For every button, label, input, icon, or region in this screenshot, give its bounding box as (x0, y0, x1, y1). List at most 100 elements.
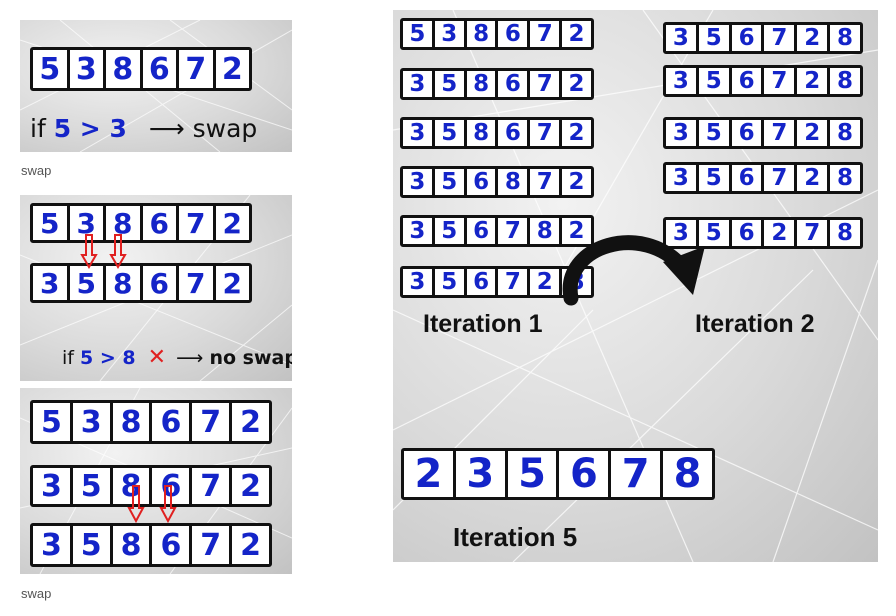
array-cell: 3 (431, 21, 464, 47)
array-cell: 5 (431, 71, 464, 97)
array-cell: 6 (149, 468, 189, 504)
array-cell: 3 (69, 403, 110, 441)
array-cell: 6 (139, 50, 177, 88)
array-cell: 7 (189, 526, 229, 564)
array-cell: 6 (463, 169, 496, 195)
array-cell: 5 (695, 68, 729, 94)
array-cell: 7 (761, 68, 794, 94)
array-cell: 6 (463, 269, 496, 295)
array-cell: 8 (827, 68, 860, 94)
array-cell: 3 (40, 266, 60, 300)
array-cell: 2 (414, 451, 443, 497)
array-cell: 2 (559, 71, 591, 97)
array-cell: 8 (463, 21, 496, 47)
array-cell: 8 (463, 71, 496, 97)
array-cell: 3 (409, 269, 426, 295)
array-cell: 6 (139, 266, 177, 300)
array-cell: 5 (695, 120, 729, 146)
caption-swap-2: swap (21, 586, 52, 601)
array-cell: 5 (431, 169, 464, 195)
array-cell: 5 (695, 25, 729, 51)
array-cell: 7 (761, 25, 794, 51)
array-cell: 8 (827, 25, 860, 51)
comparison-expression: 5 > 8 (80, 347, 136, 369)
cross-icon: ✕ (147, 345, 167, 370)
array-cell: 7 (527, 21, 559, 47)
array-cell: 6 (149, 403, 189, 441)
array-cell: 6 (728, 220, 762, 246)
iteration-1-label: Iteration 1 (423, 310, 543, 338)
array-cell: 2 (212, 50, 250, 88)
array-cell: 6 (728, 120, 762, 146)
iteration-5-label: Iteration 5 (453, 522, 578, 552)
array-cell: 6 (495, 21, 527, 47)
array-cell: 2 (229, 468, 269, 504)
array-cell: 6 (495, 120, 527, 146)
array-cell: 2 (761, 220, 794, 246)
array-cell: 7 (495, 269, 527, 295)
array-cell: 7 (794, 220, 827, 246)
array-cell: 7 (189, 403, 229, 441)
array-cell: 3 (672, 220, 689, 246)
array-cell: 5 (431, 269, 464, 295)
array-cell: 5 (40, 206, 60, 240)
array-cell: 6 (728, 25, 762, 51)
array-cell: 7 (189, 468, 229, 504)
array-cell: 6 (728, 165, 762, 191)
right-arrow-icon: ⟶ (176, 347, 204, 369)
array-cell: 2 (212, 206, 250, 240)
array-cell: 8 (109, 526, 150, 564)
array-cell: 8 (660, 451, 712, 497)
swap-result: swap (192, 114, 258, 143)
array-cell: 2 (212, 266, 250, 300)
array-cell: 6 (556, 451, 608, 497)
array-cell: 2 (559, 169, 591, 195)
array-cell: 3 (40, 468, 62, 504)
array-cell: 8 (827, 120, 860, 146)
array-cell: 8 (103, 206, 140, 240)
array-cell: 8 (103, 50, 140, 88)
array-cell: 7 (527, 71, 559, 97)
array-cell: 8 (495, 169, 527, 195)
array-cell: 5 (69, 468, 110, 504)
array-cell: 2 (229, 403, 269, 441)
array-cell: 5 (431, 120, 464, 146)
array-cell: 5 (695, 220, 729, 246)
array-cell: 2 (794, 165, 827, 191)
array-cell: 5 (431, 218, 464, 244)
array-cell: 2 (794, 68, 827, 94)
array-cell: 6 (495, 71, 527, 97)
right-arrow-icon: ⟶ (148, 114, 185, 143)
array-cell: 6 (149, 526, 189, 564)
array-cell: 2 (229, 526, 269, 564)
array-cell: 8 (527, 218, 559, 244)
array-cell: 8 (109, 468, 150, 504)
if-keyword: if (30, 114, 46, 143)
array-cell: 7 (176, 206, 213, 240)
array-cell: 3 (409, 218, 426, 244)
array-cell: 2 (559, 21, 591, 47)
array-cell: 7 (527, 169, 559, 195)
array-cell: 3 (66, 50, 104, 88)
array-cell: 8 (827, 220, 860, 246)
array-cell: 6 (463, 218, 496, 244)
condition-text: if 5 > 8 ✕ ⟶ no swap (62, 345, 292, 370)
array-cell: 7 (176, 266, 213, 300)
array-cell: 5 (695, 165, 729, 191)
array-cell: 3 (672, 68, 689, 94)
array-cell: 3 (672, 25, 689, 51)
